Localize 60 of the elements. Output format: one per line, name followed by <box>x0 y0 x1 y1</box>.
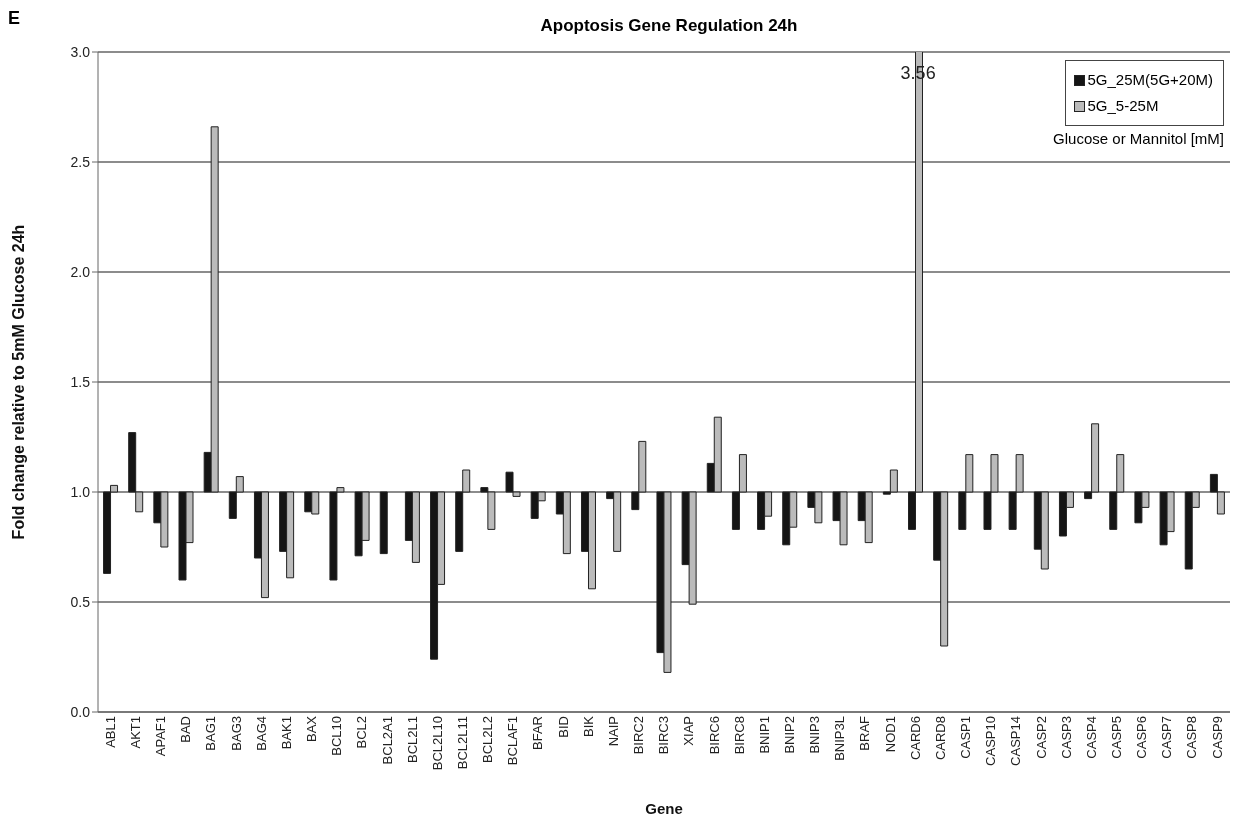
y-tick-label: 0.5 <box>70 593 91 610</box>
x-tick-label: CARD6 <box>907 716 923 761</box>
x-tick-label: CASP8 <box>1184 716 1200 759</box>
y-tick-label: 2.5 <box>70 153 91 170</box>
x-tick-label: NAIP <box>605 716 621 747</box>
x-tick-label: CARD8 <box>932 716 948 761</box>
chart-title: Apoptosis Gene Regulation 24h <box>539 16 799 36</box>
x-tick-label: BAG1 <box>203 716 219 751</box>
x-tick-label: AKT1 <box>127 716 143 749</box>
x-tick-label: BNIP3 <box>807 716 823 754</box>
x-tick-label: ABL1 <box>102 716 118 748</box>
x-tick-label: BIRC6 <box>706 716 722 755</box>
x-tick-label: BCLAF1 <box>505 716 521 766</box>
x-tick-label: BAK1 <box>278 716 294 750</box>
x-tick-label: BCL2L2 <box>480 716 496 763</box>
x-tick-label: BCL2L1 <box>404 716 420 763</box>
legend-title: Glucose or Mannitol [mM] <box>1053 130 1224 147</box>
y-tick-label: 0.0 <box>70 703 91 720</box>
x-tick-label: BCL10 <box>329 716 345 756</box>
x-tick-label: BIRC2 <box>631 716 647 755</box>
x-tick-label: BCL2L10 <box>429 716 445 771</box>
x-tick-label: BNIP3L <box>832 716 848 761</box>
x-tick-label: CASP5 <box>1109 716 1125 759</box>
y-tick-label: 3.0 <box>70 43 91 60</box>
x-tick-label: BAX <box>304 715 320 743</box>
x-tick-label: BAG4 <box>253 716 269 751</box>
y-tick-label: 2.0 <box>70 263 91 280</box>
x-tick-label: CASP14 <box>1008 716 1024 766</box>
x-tick-label: CASP10 <box>983 716 999 766</box>
y-tick-label: 1.0 <box>70 483 91 500</box>
x-tick-label: BIRC8 <box>731 716 747 755</box>
legend-label: 5G_5-25M <box>1086 96 1160 116</box>
x-tick-label: CASP1 <box>958 716 974 759</box>
x-tick-label: CASP6 <box>1134 716 1150 759</box>
x-tick-label: CASP7 <box>1159 716 1175 759</box>
x-tick-label: BCL2A1 <box>379 716 395 765</box>
x-tick-label: BCL2L11 <box>454 716 470 770</box>
x-tick-label: CASP3 <box>1058 716 1074 759</box>
x-tick-label: BID <box>555 716 571 738</box>
x-tick-label: BRAF <box>857 715 873 751</box>
x-tick-label: BNIP2 <box>782 716 798 754</box>
x-tick-label: CASP2 <box>1033 716 1049 759</box>
x-tick-label: BIK <box>580 715 596 737</box>
text: E <box>8 8 21 29</box>
x-tick-label: BFAR <box>530 716 546 750</box>
x-tick-label: BAD <box>178 716 194 743</box>
x-tick-label: XIAP <box>681 716 697 746</box>
legend-label: 5G_25M(5G+20M) <box>1086 70 1213 90</box>
x-tick-label: BNIP1 <box>756 716 772 754</box>
x-tick-label: BIRC3 <box>656 716 672 755</box>
x-tick-label: BAG3 <box>228 716 244 751</box>
y-axis-title: Fold change relative to 5mM Glucose 24h <box>9 224 27 540</box>
bar <box>379 491 388 555</box>
x-tick-label: APAF1 <box>153 716 169 757</box>
x-tick-label: NOD1 <box>882 716 898 753</box>
x-tick-label: CASP9 <box>1209 716 1225 759</box>
x-tick-label: CASP4 <box>1083 716 1099 759</box>
x-axis-title: Gene <box>645 800 683 817</box>
y-tick-label: 1.5 <box>70 373 91 390</box>
x-tick-label: BCL2 <box>354 716 370 749</box>
